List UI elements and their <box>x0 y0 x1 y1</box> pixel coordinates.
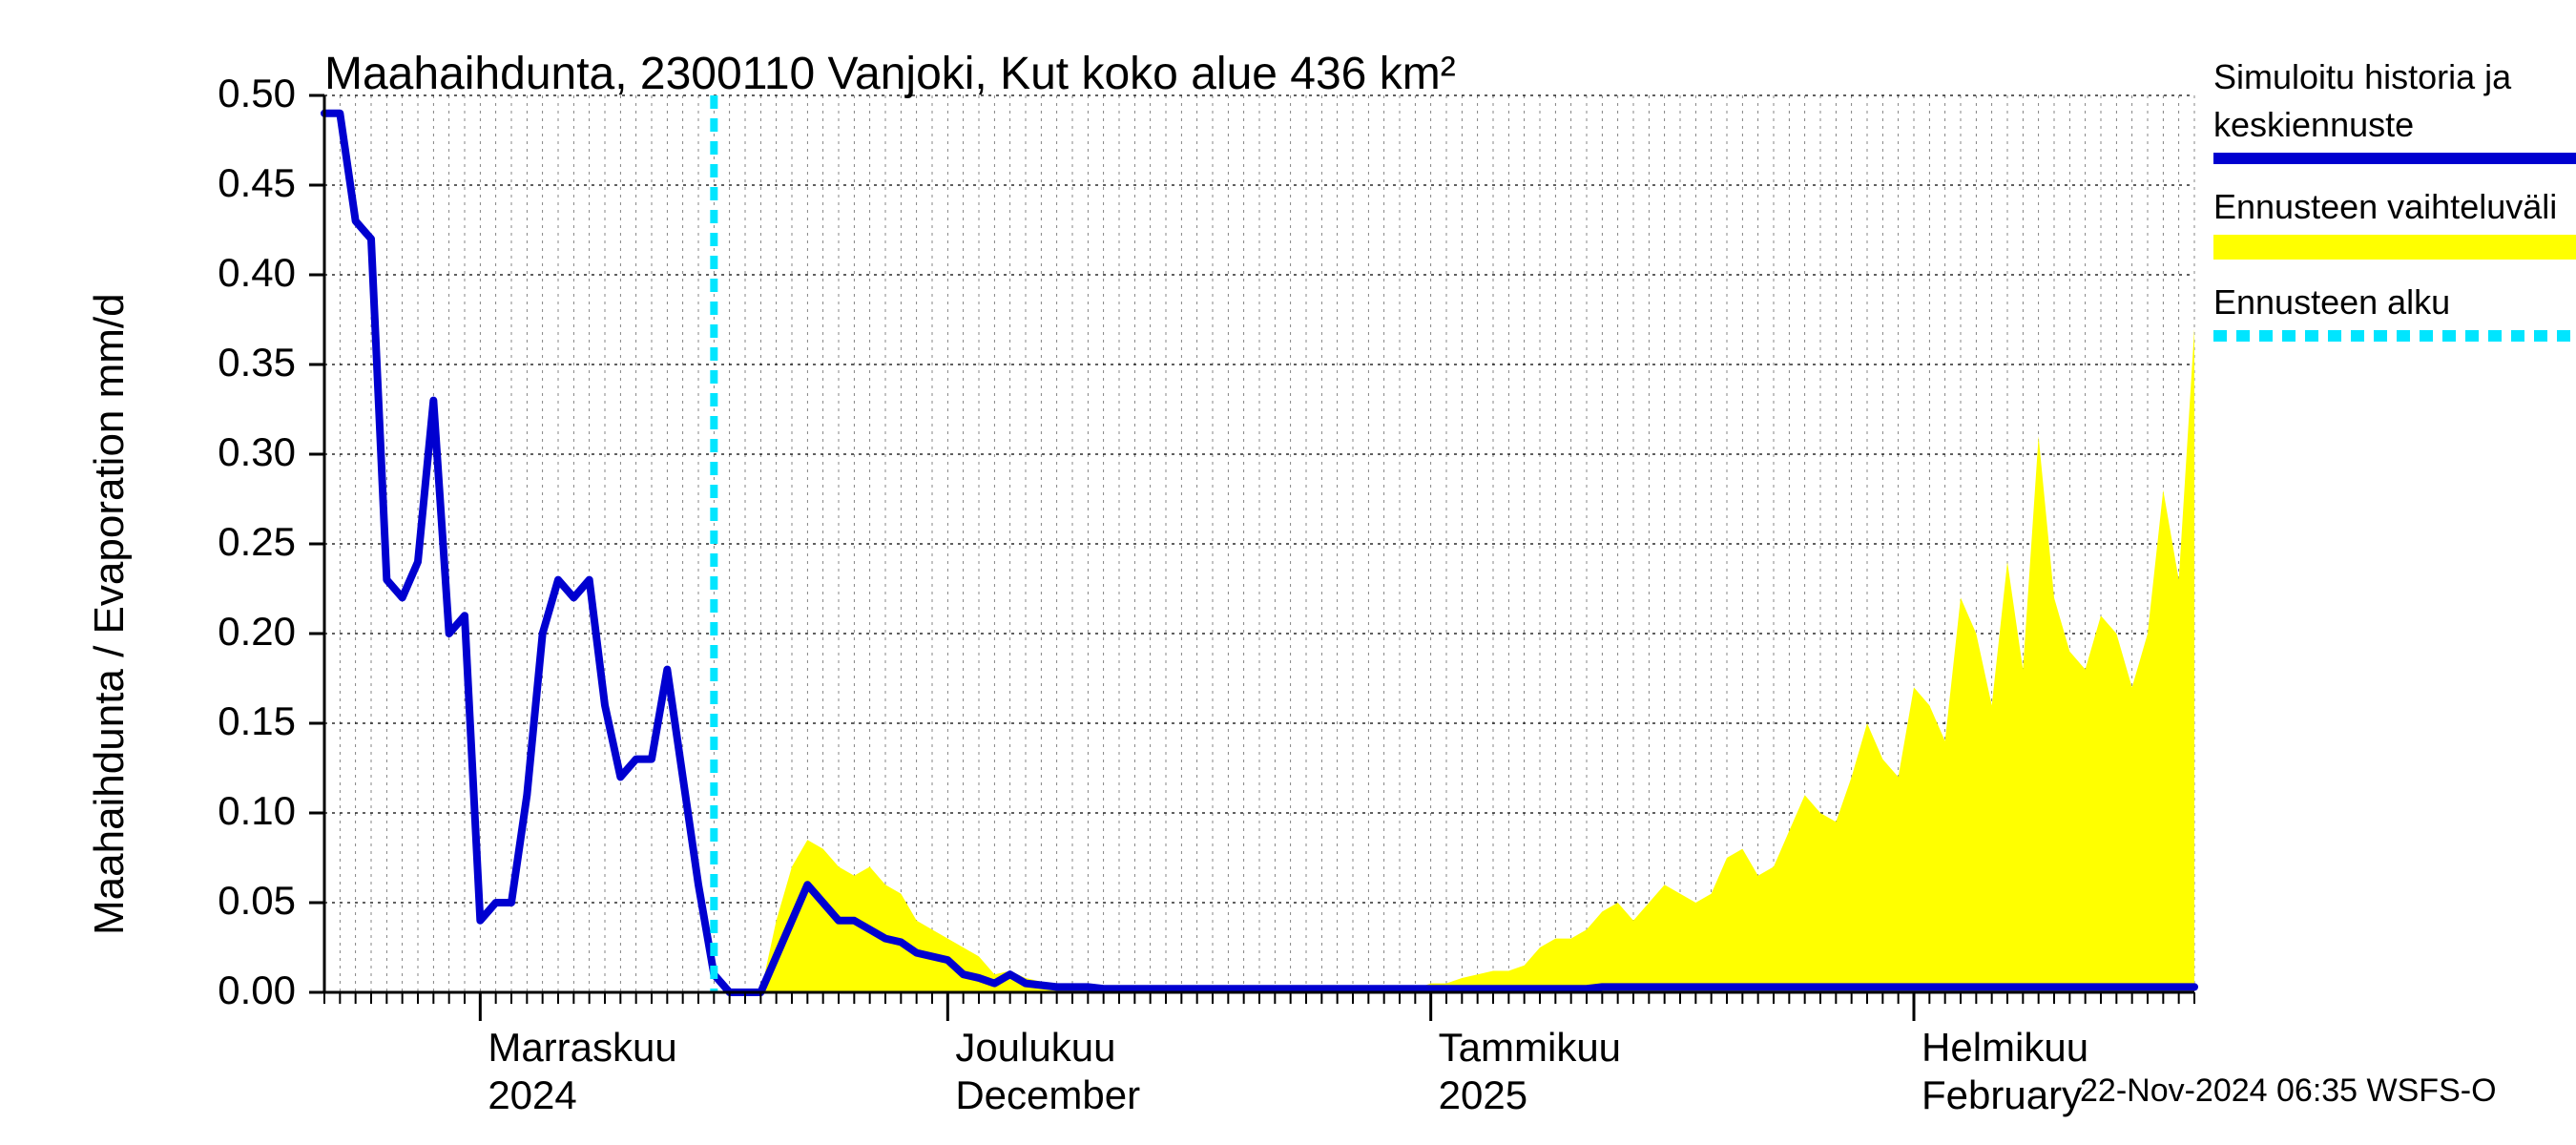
y-tick-label: 0.00 <box>181 968 296 1013</box>
y-tick-label: 0.30 <box>181 429 296 475</box>
y-tick-label: 0.45 <box>181 160 296 206</box>
legend: Simuloitu historia ja keskiennuste Ennuste… <box>2213 57 2576 364</box>
y-tick-label: 0.05 <box>181 878 296 924</box>
legend-label: Simuloitu historia ja <box>2213 57 2576 97</box>
y-tick-label: 0.40 <box>181 250 296 296</box>
x-tick-label-line2: December <box>955 1072 1140 1118</box>
chart-container: Maahaihdunta, 2300110 Vanjoki, Kut koko … <box>0 0 2576 1145</box>
x-tick-label-line2: 2025 <box>1439 1072 1527 1118</box>
legend-swatch <box>2213 153 2576 164</box>
legend-label: keskiennuste <box>2213 105 2576 145</box>
y-tick-label: 0.25 <box>181 519 296 565</box>
legend-swatch <box>2213 235 2576 260</box>
timestamp-label: 22-Nov-2024 06:35 WSFS-O <box>2080 1072 2497 1110</box>
x-tick-label-line2: 2024 <box>488 1072 576 1118</box>
y-tick-label: 0.20 <box>181 609 296 655</box>
y-tick-label: 0.35 <box>181 340 296 385</box>
x-tick-label-line1: Joulukuu <box>955 1025 1115 1071</box>
legend-label: Ennusteen vaihteluväli <box>2213 187 2576 227</box>
x-tick-label-line1: Tammikuu <box>1439 1025 1621 1071</box>
legend-swatch <box>2213 330 2576 342</box>
y-tick-label: 0.10 <box>181 788 296 834</box>
y-tick-label: 0.15 <box>181 698 296 744</box>
legend-label: Ennusteen alku <box>2213 282 2576 323</box>
y-tick-label: 0.50 <box>181 71 296 116</box>
x-tick-label-line2: February <box>1922 1072 2082 1118</box>
x-tick-label-line1: Marraskuu <box>488 1025 676 1071</box>
plot-svg <box>0 0 2576 1145</box>
x-tick-label-line1: Helmikuu <box>1922 1025 2088 1071</box>
